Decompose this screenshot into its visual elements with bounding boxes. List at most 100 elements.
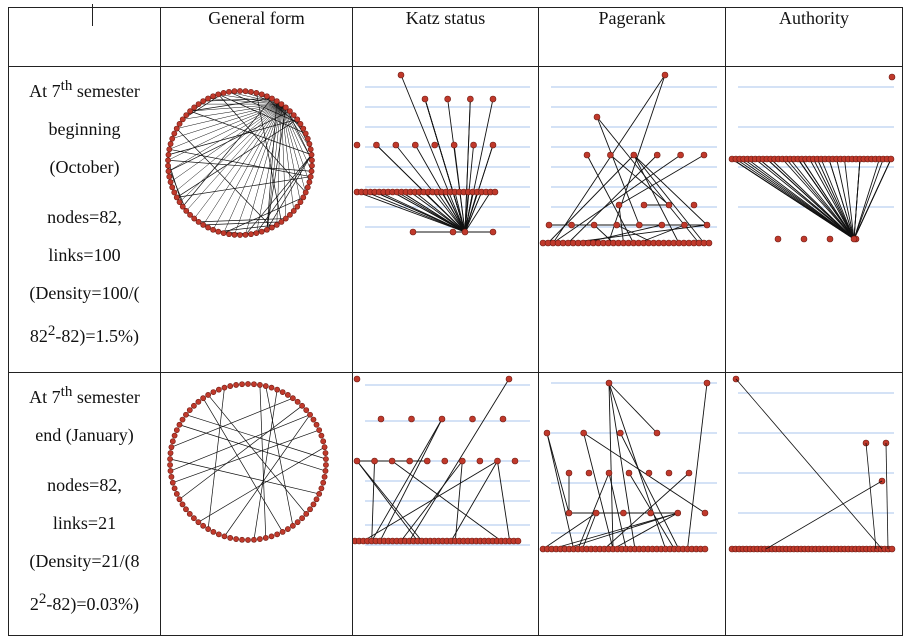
network-node [304, 511, 309, 516]
network-node [311, 502, 316, 507]
network-node [308, 174, 313, 179]
network-node [226, 232, 231, 237]
network-node [301, 126, 306, 131]
network-node [305, 136, 310, 141]
network-node [168, 450, 173, 455]
network-node [187, 109, 192, 114]
network-node [888, 156, 894, 162]
network-node [319, 486, 324, 491]
network-node [291, 112, 296, 117]
network-node [239, 382, 244, 387]
network-edge [854, 159, 883, 239]
network-node [168, 179, 173, 184]
network-node [451, 142, 457, 148]
network-node [606, 380, 612, 386]
network-edge [198, 447, 324, 522]
graph-katz-end [353, 373, 539, 636]
header-general-form: General form [161, 8, 353, 67]
network-node [275, 532, 280, 537]
network-node [702, 546, 708, 552]
network-node [317, 427, 322, 432]
network-edge [415, 145, 465, 232]
network-node [307, 507, 312, 512]
network-node [354, 142, 360, 148]
network-edge [687, 383, 707, 549]
network-node [591, 222, 597, 228]
graph-pagerank-end [539, 373, 726, 636]
network-node [259, 229, 264, 234]
network-node [662, 72, 668, 78]
network-node [626, 470, 632, 476]
network-node [323, 450, 328, 455]
network-node [205, 96, 210, 101]
network-node [166, 152, 171, 157]
network-node [187, 408, 192, 413]
network-node [307, 179, 312, 184]
network-node [201, 396, 206, 401]
network-node [232, 89, 237, 94]
network-edge [179, 425, 325, 471]
network-node [686, 470, 692, 476]
network-node [222, 534, 227, 539]
network-node [569, 222, 575, 228]
network-node [216, 92, 221, 97]
network-node [889, 546, 895, 552]
network-node [274, 99, 279, 104]
network-node [704, 380, 710, 386]
network-node [378, 416, 384, 422]
network-node [827, 236, 833, 242]
network-node [291, 208, 296, 213]
network-node [412, 142, 418, 148]
network-node [298, 200, 303, 205]
network-node [264, 227, 269, 232]
network-node [180, 117, 185, 122]
network-edge [565, 513, 678, 549]
network-node [201, 523, 206, 528]
graph-general-beginning [161, 67, 353, 373]
network-node [304, 408, 309, 413]
network-node [211, 389, 216, 394]
network-node [801, 236, 807, 242]
network-node [701, 152, 707, 158]
network-node [393, 142, 399, 148]
network-node [581, 430, 587, 436]
network-node [167, 462, 172, 467]
network-node [172, 190, 177, 195]
network-edge [169, 104, 281, 149]
network-edge [620, 433, 678, 549]
network-node [322, 474, 327, 479]
network-node [303, 131, 308, 136]
row-label-beginning: At 7th semester beginning (October) node… [9, 67, 161, 373]
network-node [584, 152, 590, 158]
network-node [187, 511, 192, 516]
network-node [210, 94, 215, 99]
network-node [196, 520, 201, 525]
network-node [512, 458, 518, 464]
network-node [279, 219, 284, 224]
network-node [299, 516, 304, 521]
network-node [290, 523, 295, 528]
network-edge [171, 415, 311, 471]
network-node [275, 387, 280, 392]
network-node [614, 222, 620, 228]
network-node [183, 412, 188, 417]
network-node [274, 222, 279, 227]
network-node [232, 232, 237, 237]
network-node [654, 152, 660, 158]
network-edge [380, 419, 442, 541]
header-authority: Authority [726, 8, 903, 67]
network-node [317, 491, 322, 496]
network-node [196, 399, 201, 404]
network-node [216, 387, 221, 392]
network-node [470, 416, 476, 422]
network-node [257, 382, 262, 387]
corner-mark [92, 4, 93, 26]
network-node [323, 456, 328, 461]
network-node [287, 109, 292, 114]
network-edge [866, 443, 876, 549]
network-node [183, 507, 188, 512]
network-edge [548, 155, 634, 243]
network-metrics-table: General form Katz status Pagerank Author… [8, 7, 903, 636]
network-node [607, 152, 613, 158]
network-node [544, 430, 550, 436]
